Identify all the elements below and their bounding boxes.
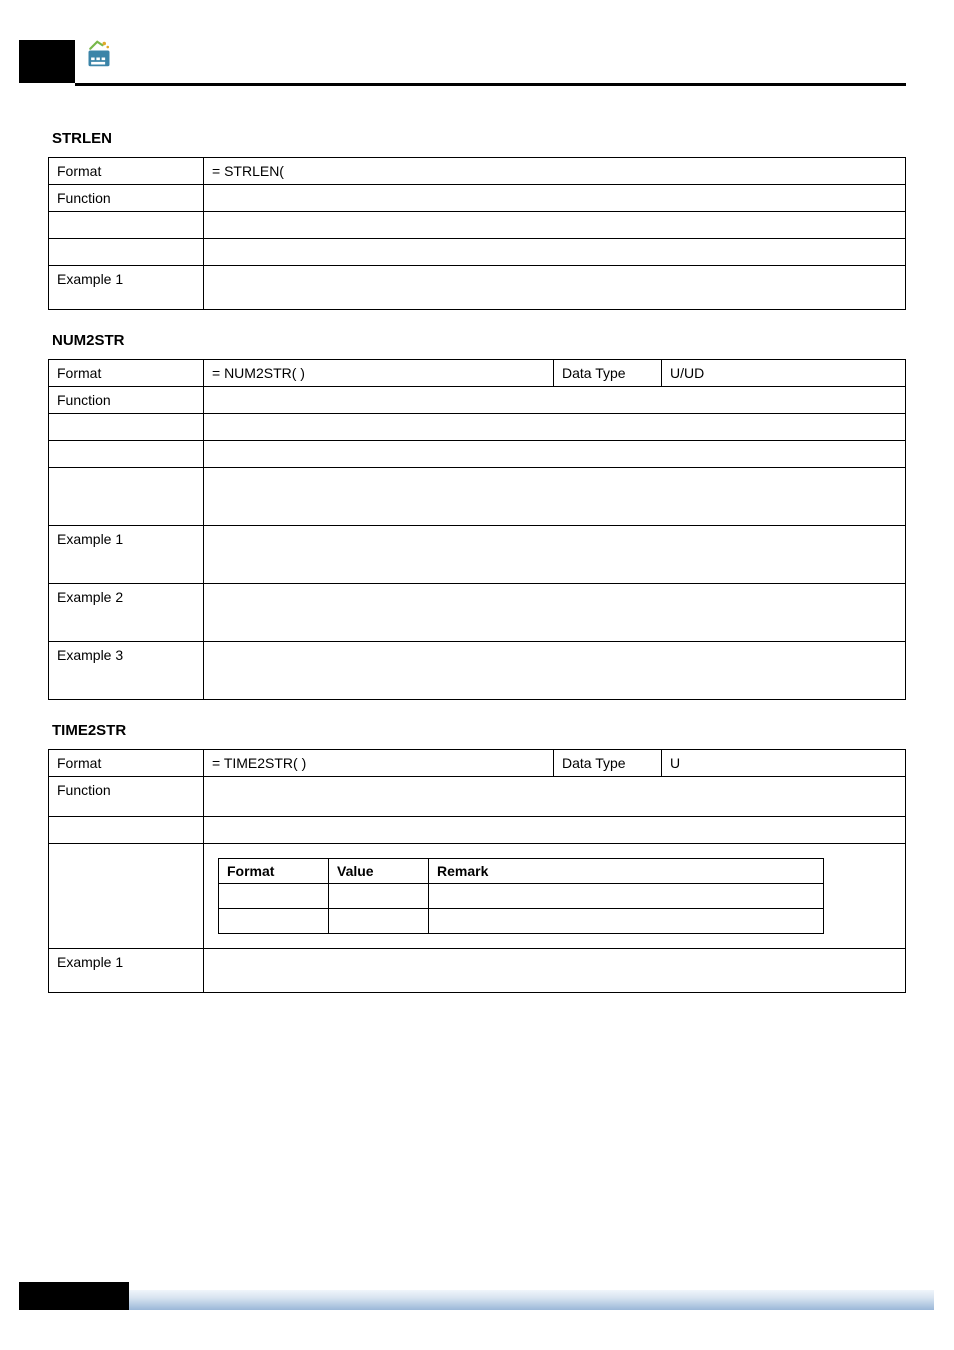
cell-empty bbox=[49, 414, 204, 441]
cell-value-datatype: U bbox=[662, 750, 906, 777]
cell-label-example3: Example 3 bbox=[49, 642, 204, 700]
table-row: Example 3 bbox=[49, 642, 906, 700]
section-title-num2str: NUM2STR bbox=[52, 332, 906, 349]
footer-black-block bbox=[19, 1282, 129, 1310]
cell-empty bbox=[49, 844, 204, 949]
table-row: Function bbox=[49, 185, 906, 212]
cell-empty bbox=[204, 468, 906, 526]
table-row: Example 1 bbox=[49, 949, 906, 993]
header-black-band bbox=[19, 40, 75, 83]
cell-empty bbox=[204, 949, 906, 993]
section-title-time2str: TIME2STR bbox=[52, 722, 906, 739]
cell-value-format: = TIME2STR( ) bbox=[204, 750, 554, 777]
footer-gradient bbox=[129, 1290, 934, 1310]
cell-empty bbox=[49, 468, 204, 526]
table-row: Example 1 bbox=[49, 266, 906, 310]
cell-label-format: Format bbox=[49, 158, 204, 185]
table-row bbox=[49, 212, 906, 239]
table-row bbox=[49, 441, 906, 468]
table-row: Format = NUM2STR( ) Data Type U/UD bbox=[49, 360, 906, 387]
table-row: Format Value Remark bbox=[49, 844, 906, 949]
cell-label-function: Function bbox=[49, 185, 204, 212]
cell-empty bbox=[49, 239, 204, 266]
cell-empty bbox=[204, 526, 906, 584]
cell-empty bbox=[49, 441, 204, 468]
table-num2str: Format = NUM2STR( ) Data Type U/UD Funct… bbox=[48, 359, 906, 700]
cell-empty bbox=[204, 817, 906, 844]
table-row: Function bbox=[49, 777, 906, 817]
cell-empty bbox=[49, 817, 204, 844]
cell-empty bbox=[204, 414, 906, 441]
cell-empty bbox=[329, 909, 429, 934]
section-title-strlen: STRLEN bbox=[52, 130, 906, 147]
inner-header-format: Format bbox=[219, 859, 329, 884]
header-rule bbox=[75, 83, 906, 86]
table-row: Example 2 bbox=[49, 584, 906, 642]
cell-label-format: Format bbox=[49, 750, 204, 777]
table-row bbox=[49, 239, 906, 266]
cell-empty bbox=[204, 239, 906, 266]
table-time2str-inner: Format Value Remark bbox=[218, 858, 824, 934]
footer-bar bbox=[19, 1282, 934, 1310]
cell-label-example1: Example 1 bbox=[49, 949, 204, 993]
cell-empty bbox=[204, 642, 906, 700]
cell-empty bbox=[204, 266, 906, 310]
table-row bbox=[49, 468, 906, 526]
table-row: Format = TIME2STR( ) Data Type U bbox=[49, 750, 906, 777]
table-row: Format Value Remark bbox=[219, 859, 824, 884]
table-row bbox=[219, 884, 824, 909]
cell-label-datatype: Data Type bbox=[554, 750, 662, 777]
page-content: STRLEN Format = STRLEN( Function Example… bbox=[48, 120, 906, 993]
table-strlen: Format = STRLEN( Function Example 1 bbox=[48, 157, 906, 310]
cell-empty bbox=[204, 387, 906, 414]
table-row bbox=[49, 817, 906, 844]
table-row: Example 1 bbox=[49, 526, 906, 584]
cell-label-function: Function bbox=[49, 387, 204, 414]
cell-empty bbox=[204, 185, 906, 212]
cell-label-example2: Example 2 bbox=[49, 584, 204, 642]
table-row bbox=[219, 909, 824, 934]
cell-empty bbox=[429, 884, 824, 909]
table-row: Function bbox=[49, 387, 906, 414]
cell-empty bbox=[219, 884, 329, 909]
cell-label-example1: Example 1 bbox=[49, 526, 204, 584]
cell-empty bbox=[204, 584, 906, 642]
cell-empty bbox=[204, 777, 906, 817]
cell-label-format: Format bbox=[49, 360, 204, 387]
cell-value-datatype: U/UD bbox=[662, 360, 906, 387]
cell-empty bbox=[49, 212, 204, 239]
cell-empty bbox=[204, 212, 906, 239]
cell-inner-table-wrap: Format Value Remark bbox=[204, 844, 906, 949]
cell-label-example1: Example 1 bbox=[49, 266, 204, 310]
cell-label-function: Function bbox=[49, 777, 204, 817]
table-row bbox=[49, 414, 906, 441]
cell-value-format: = STRLEN( bbox=[204, 158, 906, 185]
cell-empty bbox=[329, 884, 429, 909]
table-row: Format = STRLEN( bbox=[49, 158, 906, 185]
inner-header-remark: Remark bbox=[429, 859, 824, 884]
cell-empty bbox=[204, 441, 906, 468]
brand-logo-icon bbox=[85, 40, 113, 68]
cell-empty bbox=[429, 909, 824, 934]
inner-header-value: Value bbox=[329, 859, 429, 884]
cell-value-format: = NUM2STR( ) bbox=[204, 360, 554, 387]
cell-empty bbox=[219, 909, 329, 934]
table-time2str: Format = TIME2STR( ) Data Type U Functio… bbox=[48, 749, 906, 993]
cell-label-datatype: Data Type bbox=[554, 360, 662, 387]
